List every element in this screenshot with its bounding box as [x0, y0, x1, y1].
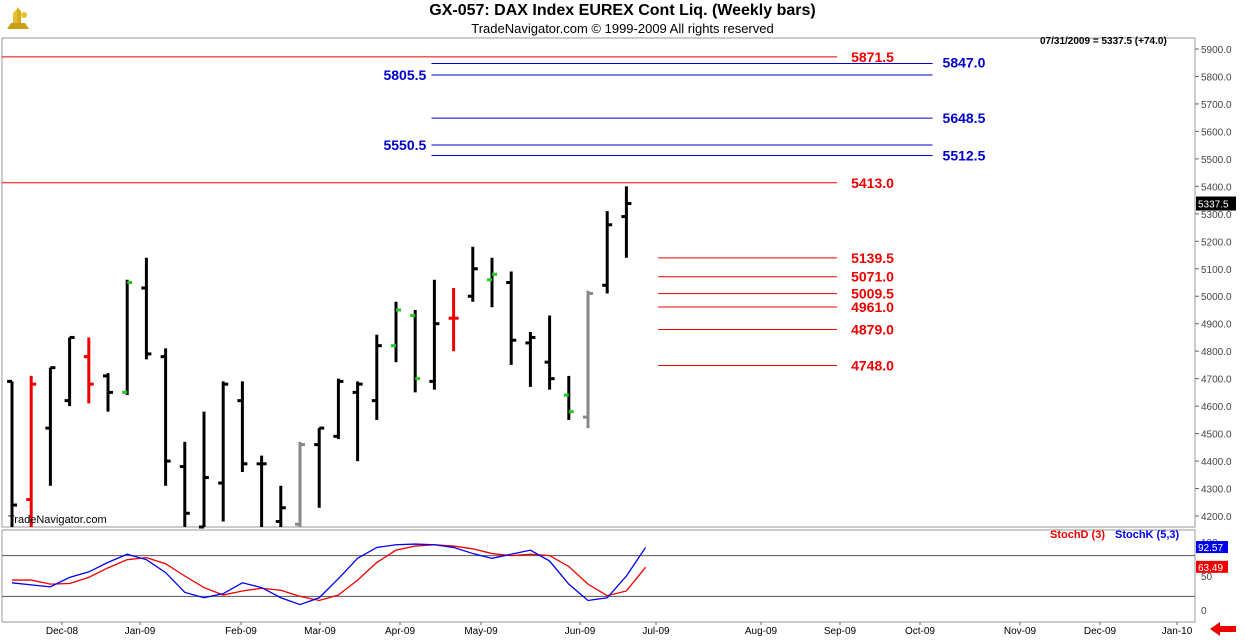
y-tick-label: 4700.0	[1201, 375, 1232, 386]
x-tick-label: Jun-09	[565, 626, 596, 637]
y-tick-label: 5800.0	[1201, 72, 1232, 83]
level-label: 5648.5	[943, 110, 986, 126]
stochd-line	[12, 544, 647, 602]
stochk-value-box-label: 92.57	[1198, 543, 1223, 554]
x-tick-label: Mar-09	[304, 626, 336, 637]
stochastic-tick-label: 0	[1201, 606, 1207, 617]
y-tick-label: 4900.0	[1201, 320, 1232, 331]
level-label: 5009.5	[851, 286, 894, 302]
y-tick-label: 4300.0	[1201, 485, 1232, 496]
y-tick-label: 4600.0	[1201, 402, 1232, 413]
watermark-label: TradeNavigator.com	[8, 514, 107, 526]
stochk-line	[11, 543, 647, 606]
x-tick-label: Nov-09	[1004, 626, 1037, 637]
y-tick-label: 5400.0	[1201, 182, 1232, 193]
price-panel-frame	[1, 37, 1196, 528]
scroll-left-arrow-icon[interactable]	[1208, 621, 1238, 637]
level-label: 4961.0	[851, 299, 894, 315]
x-tick-label: Sep-09	[824, 626, 857, 637]
chart-title: GX-057: DAX Index EUREX Cont Liq. (Weekl…	[429, 2, 816, 19]
stochk-value-box	[1196, 541, 1228, 554]
level-label: 5071.0	[851, 269, 894, 285]
x-tick-label: Aug-09	[745, 626, 778, 637]
y-tick-label: 5600.0	[1201, 127, 1232, 138]
y-tick-label: 5000.0	[1201, 292, 1232, 303]
level-label: 5413.0	[851, 175, 894, 191]
x-tick-label: Apr-09	[385, 626, 415, 637]
x-tick-label: Jan-10	[1162, 626, 1193, 637]
x-tick-label: Oct-09	[905, 626, 935, 637]
x-tick-label: Jan-09	[125, 626, 156, 637]
x-tick-label: Dec-08	[46, 626, 79, 637]
level-label: 5550.5	[383, 137, 426, 153]
level-label: 5847.0	[943, 55, 986, 71]
y-tick-label: 5700.0	[1201, 100, 1232, 111]
level-label: 4748.0	[851, 357, 894, 373]
stochastic-tick-label: 50	[1201, 572, 1213, 583]
copyright-subtitle: TradeNavigator.com © 1999-2009 All right…	[471, 21, 774, 36]
y-tick-label: 4800.0	[1201, 347, 1232, 358]
y-tick-label: 4200.0	[1201, 512, 1232, 523]
last-price-box	[1196, 196, 1236, 211]
stochastic-panel-frame	[1, 529, 1196, 623]
y-tick-label: 5100.0	[1201, 265, 1232, 276]
y-tick-label: 5900.0	[1201, 45, 1232, 56]
y-tick-label: 4400.0	[1201, 457, 1232, 468]
y-tick-label: 4500.0	[1201, 430, 1232, 441]
last-price-status: 07/31/2009 = 5337.5 (+74.0)	[1040, 36, 1167, 47]
x-tick-label: Jul-09	[642, 626, 670, 637]
level-label: 5805.5	[383, 67, 426, 83]
y-tick-label: 5200.0	[1201, 237, 1232, 248]
level-label: 4879.0	[851, 321, 894, 337]
x-tick-label: Feb-09	[225, 626, 257, 637]
stochk-legend: StochK (5,3)	[1115, 529, 1180, 541]
level-label: 5139.5	[851, 250, 894, 266]
stochd-value-box	[1196, 560, 1228, 573]
x-tick-label: May-09	[464, 626, 498, 637]
last-price-label: 5337.5	[1198, 200, 1229, 211]
level-label: 5871.5	[851, 49, 894, 65]
trade-navigator-logo-icon	[3, 3, 33, 33]
y-tick-label: 5300.0	[1201, 210, 1232, 221]
stochd-value-box-label: 63.49	[1198, 563, 1223, 574]
y-tick-label: 5500.0	[1201, 155, 1232, 166]
stochd-legend: StochD (3)	[1050, 529, 1105, 541]
level-label: 5512.5	[943, 147, 986, 163]
x-tick-label: Dec-09	[1084, 626, 1117, 637]
